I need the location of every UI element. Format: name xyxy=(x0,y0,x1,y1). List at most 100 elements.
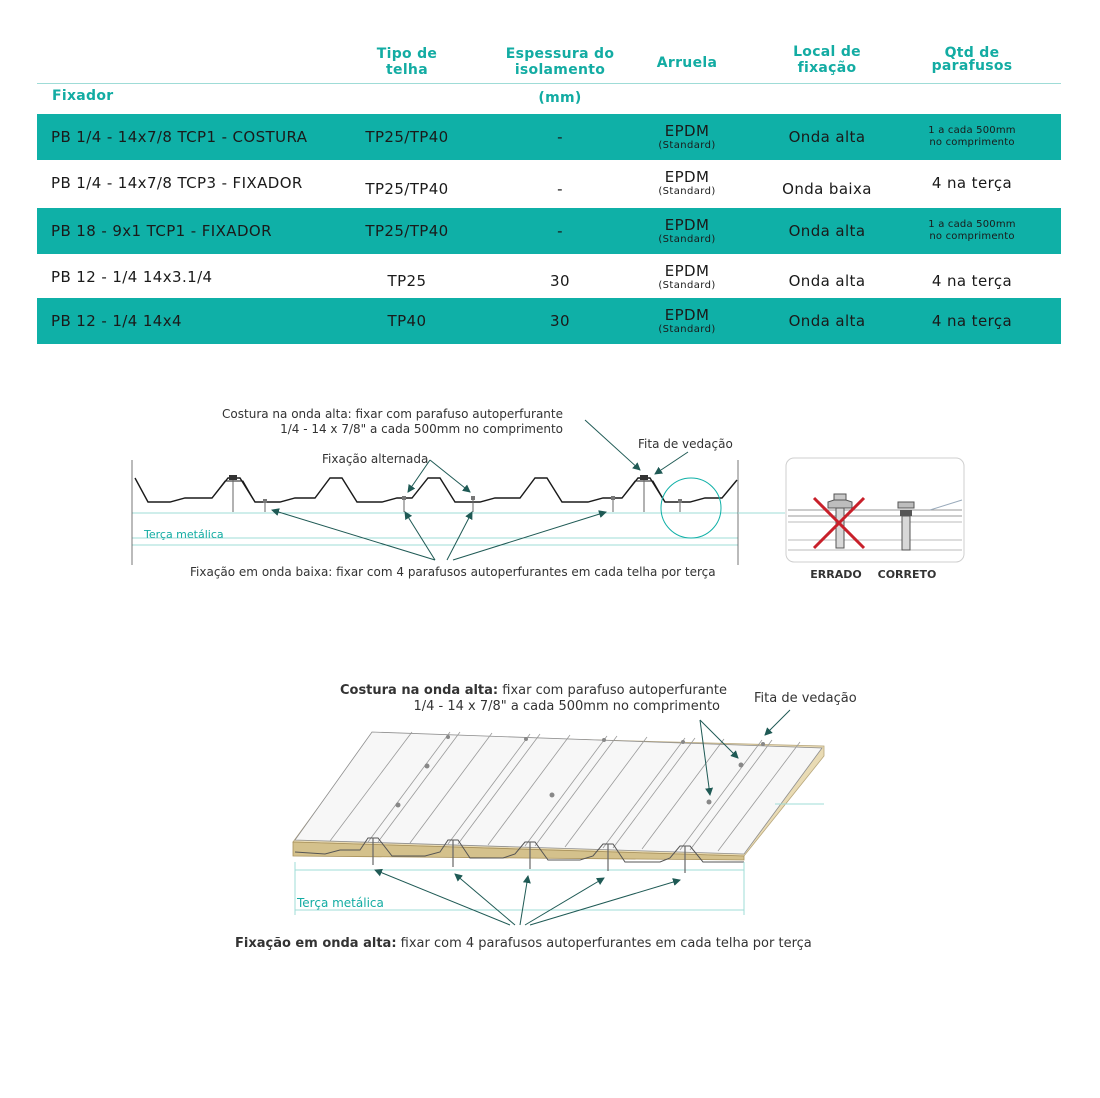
label-fita: Fita de vedação xyxy=(638,437,733,451)
leader-arrow xyxy=(699,719,739,759)
arruela-value: EPDM xyxy=(664,168,710,186)
table-row: PB 1/4 - 14x7/8 TCP3 - FIXADOR TP25/TP40… xyxy=(37,160,1061,206)
header-qtd-line2: parafusos xyxy=(931,58,1013,74)
header-local-line1: Local de xyxy=(793,44,861,60)
correct-screw-icon xyxy=(897,501,915,551)
header-fixador: Fixador xyxy=(52,88,114,104)
leader-arrow xyxy=(764,709,791,736)
cell-tipo: TP25/TP40 xyxy=(365,128,449,146)
arruela-sub: (Standard) xyxy=(658,324,716,335)
label-costura-line1: Costura na onda alta: fixar com parafuso… xyxy=(340,683,727,698)
cell-tipo: TP25/TP40 xyxy=(365,222,449,240)
cell-local: Onda baixa xyxy=(782,180,872,198)
roof-ribs xyxy=(329,731,801,852)
screw-icon xyxy=(611,496,615,512)
cell-fixador: PB 1/4 - 14x7/8 TCP3 - FIXADOR xyxy=(51,174,303,192)
leader-arrow xyxy=(452,510,607,561)
cell-local: Onda alta xyxy=(788,272,866,290)
cell-fixador: PB 1/4 - 14x7/8 TCP1 - COSTURA xyxy=(51,128,308,146)
cell-fixador: PB 12 - 1/4 14x4 xyxy=(51,312,182,330)
qtd-line1: 1 a cada 500mm xyxy=(928,219,1016,230)
arruela-sub: (Standard) xyxy=(658,140,716,151)
cell-arruela: EPDM (Standard) xyxy=(622,208,752,254)
header-qtd-line1: Qtd de xyxy=(944,45,1000,61)
label-errado: ERRADO xyxy=(810,568,861,581)
header-espessura-line1: Espessura do xyxy=(505,46,615,62)
leader-arrow xyxy=(271,508,436,561)
header-qtd: Qtd de parafusos xyxy=(902,45,1042,74)
arruela-sub: (Standard) xyxy=(658,234,716,245)
cell-qtd: 4 na terça xyxy=(931,174,1013,192)
header-tipo-line2: telha xyxy=(386,62,428,78)
arruela-sub: (Standard) xyxy=(658,186,716,197)
cell-tipo: TP25 xyxy=(387,272,427,290)
cell-qtd: 1 a cada 500mm no comprimento xyxy=(902,208,1042,254)
arruela-value: EPDM xyxy=(664,216,710,234)
label-costura-line2: 1/4 - 14 x 7/8" a cada 500mm no comprime… xyxy=(414,699,721,714)
screw-icon xyxy=(640,475,648,512)
table-row: PB 12 - 1/4 14x4 TP40 30 EPDM (Standard)… xyxy=(37,298,1061,344)
table-row: PB 1/4 - 14x7/8 TCP1 - COSTURA TP25/TP40… xyxy=(37,114,1061,160)
roof-profile-inner xyxy=(211,480,256,503)
header-divider xyxy=(37,83,1061,84)
cell-local: Onda alta xyxy=(788,128,866,146)
cross-section-diagram: Costura na onda alta: fixar com parafuso… xyxy=(131,407,965,581)
header-tipo-telha: Tipo de telha xyxy=(337,46,477,78)
qtd-line2: no comprimento xyxy=(929,137,1015,148)
label-onda-baixa: Fixação em onda baixa: fixar com 4 paraf… xyxy=(190,565,716,579)
label-terca: Terça metálica xyxy=(143,528,224,541)
cell-arruela: EPDM (Standard) xyxy=(622,114,752,160)
cell-qtd: 4 na terça xyxy=(931,272,1013,290)
cell-arruela: EPDM (Standard) xyxy=(622,254,752,300)
header-local-line2: fixação xyxy=(797,60,857,76)
cell-arruela: EPDM (Standard) xyxy=(622,160,752,206)
cell-espessura: 30 xyxy=(550,272,570,290)
cell-fixador: PB 18 - 9x1 TCP1 - FIXADOR xyxy=(51,222,272,240)
arruela-value: EPDM xyxy=(664,122,710,140)
screw-dots xyxy=(395,735,765,808)
leader-arrow xyxy=(654,451,689,475)
cell-fixador: PB 12 - 1/4 14x3.1/4 xyxy=(51,268,213,286)
cell-local: Onda alta xyxy=(788,312,866,330)
leader-arrow xyxy=(529,878,681,926)
leader-arrow xyxy=(454,873,516,926)
screw-icon xyxy=(402,496,406,512)
panel-line xyxy=(929,499,963,511)
screw-icon xyxy=(678,499,682,512)
label-costura-line1: Costura na onda alta: fixar com parafuso… xyxy=(222,407,563,421)
cell-arruela: EPDM (Standard) xyxy=(622,298,752,344)
header-espessura-unit: (mm) xyxy=(538,90,582,106)
qtd-line2: no comprimento xyxy=(929,231,1015,242)
cell-tipo: TP40 xyxy=(387,312,427,330)
header-espessura-line2: isolamento xyxy=(514,62,606,78)
cell-tipo: TP25/TP40 xyxy=(365,180,449,198)
cell-local: Onda alta xyxy=(788,222,866,240)
header-tipo-line1: Tipo de xyxy=(376,46,438,62)
cell-espessura: - xyxy=(557,222,563,240)
screw-icon xyxy=(263,499,267,512)
table-row: PB 18 - 9x1 TCP1 - FIXADOR TP25/TP40 - E… xyxy=(37,208,1061,254)
detail-circle xyxy=(660,477,722,539)
header-espessura: Espessura do isolamento xyxy=(480,46,640,78)
header-local: Local de fixação xyxy=(752,44,902,76)
roof-sheet xyxy=(294,731,823,855)
leader-arrow xyxy=(446,511,473,561)
qtd-line1: 1 a cada 500mm xyxy=(928,125,1016,136)
arruela-sub: (Standard) xyxy=(658,280,716,291)
label-correto: CORRETO xyxy=(878,568,937,581)
cell-qtd: 1 a cada 500mm no comprimento xyxy=(902,114,1042,160)
wrong-x-icon xyxy=(812,496,866,550)
label-onda-alta: Fixação em onda alta: fixar com 4 parafu… xyxy=(235,936,812,951)
screw-icon xyxy=(471,496,475,512)
screw-icon xyxy=(229,475,237,512)
cell-qtd: 4 na terça xyxy=(931,312,1013,330)
leader-arrow xyxy=(584,419,641,471)
arruela-value: EPDM xyxy=(664,306,710,324)
label-fita: Fita de vedação xyxy=(754,691,857,706)
arruela-value: EPDM xyxy=(664,262,710,280)
screw-icon xyxy=(372,838,686,873)
leader-arrow xyxy=(524,877,605,926)
leader-arrow xyxy=(429,459,471,493)
leader-arrow xyxy=(404,511,436,561)
header-arruela: Arruela xyxy=(656,55,718,71)
